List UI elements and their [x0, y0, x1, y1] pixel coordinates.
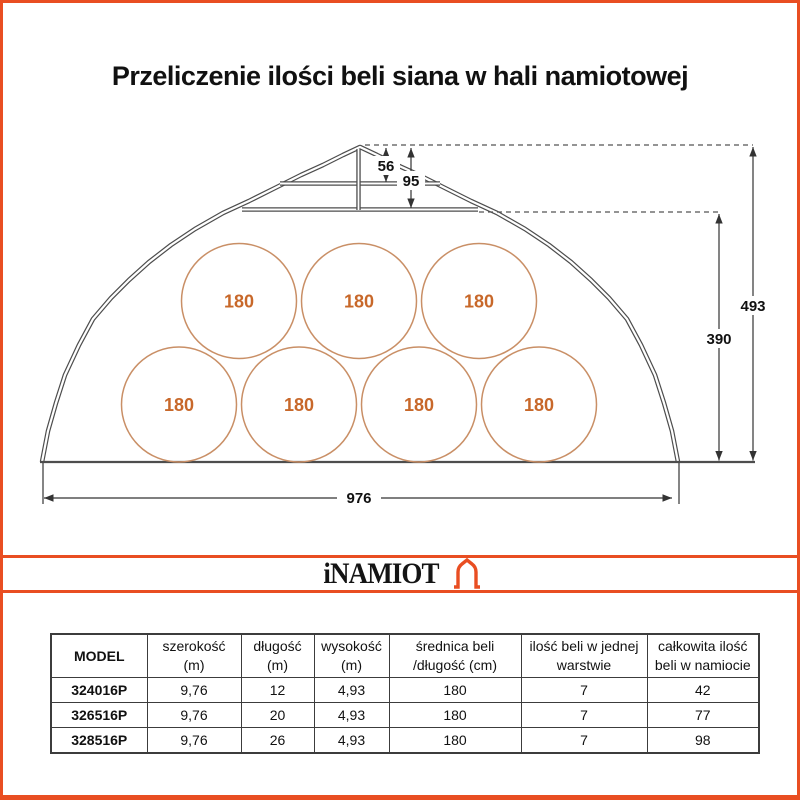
dim-label-390: 390	[706, 331, 731, 348]
dimension-apex-to-purlin2: 95	[397, 148, 425, 208]
bale-diameter-label: 180	[464, 292, 494, 312]
dimension-total-height: 493	[733, 147, 773, 461]
cell-width: 9,76	[146, 702, 242, 728]
header-line: długość	[253, 638, 302, 654]
cell-total-bales: 42	[646, 677, 760, 703]
cell-model: 328516P	[50, 727, 148, 754]
header-line: całkowita ilość	[658, 638, 748, 654]
cell-bale-diameter: 180	[388, 727, 522, 754]
hay-bale: 180	[240, 346, 358, 463]
hay-bale: 180	[420, 242, 538, 360]
bale-diameter-label: 180	[344, 292, 374, 312]
header-line: ilość beli w jednej	[529, 638, 639, 654]
col-header-bale-diameter: średnica beli /długość (cm)	[388, 633, 522, 678]
dim-label-493: 493	[740, 298, 765, 315]
table-row: 328516P 9,76 26 4,93 180 7 98	[50, 727, 760, 754]
header-line: MODEL	[73, 647, 125, 664]
table-header-row: MODEL szerokość (m) długość (m) wysokość…	[50, 633, 760, 678]
table-row: 324016P 9,76 12 4,93 180 7 42	[50, 677, 760, 703]
cell-width: 9,76	[146, 727, 242, 754]
cell-model: 326516P	[50, 702, 148, 728]
header-line: średnica beli	[415, 638, 495, 654]
col-header-length: długość (m)	[240, 633, 315, 678]
col-header-bales-per-layer: ilość beli w jednej warstwie	[520, 633, 648, 678]
bale-diameter-label: 180	[224, 292, 254, 312]
col-header-total-bales: całkowita ilość beli w namiocie	[646, 633, 760, 678]
dim-label-56: 56	[378, 158, 395, 175]
dimension-stack-height: 390	[699, 214, 739, 461]
hay-bale: 180	[120, 346, 238, 463]
dim-label-95: 95	[403, 173, 420, 190]
cell-bale-diameter: 180	[388, 702, 522, 728]
cell-bales-per-layer: 7	[520, 702, 648, 728]
header-line: (m)	[267, 657, 288, 673]
header-line: warstwie	[556, 657, 612, 673]
brand-band: iNAMIOT	[3, 555, 797, 593]
col-header-height: wysokość (m)	[313, 633, 390, 678]
header-line: /długość (cm)	[412, 657, 498, 673]
cell-length: 12	[240, 677, 315, 703]
dimension-total-width: 976	[42, 463, 680, 507]
col-header-width: szerokość (m)	[146, 633, 242, 678]
dimension-apex-to-purlin1: 56	[373, 148, 400, 182]
tent-cross-section-diagram: 180 180 180 180 180 180 180	[39, 144, 773, 507]
cell-width: 9,76	[146, 677, 242, 703]
col-header-model: MODEL	[50, 633, 148, 678]
dim-label-976: 976	[346, 490, 371, 507]
bale-diameter-label: 180	[404, 395, 434, 415]
spec-table: MODEL szerokość (m) długość (m) wysokość…	[50, 633, 760, 754]
tent-arch-outline	[39, 144, 681, 463]
hay-bale: 180	[360, 346, 478, 463]
cell-height: 4,93	[313, 702, 390, 728]
cell-model: 324016P	[50, 677, 148, 703]
page-title: Przeliczenie ilości beli siana w hali na…	[111, 61, 689, 91]
hay-bale: 180	[180, 242, 298, 360]
tent-house-icon	[454, 558, 480, 589]
cell-total-bales: 77	[646, 702, 760, 728]
header-line: szerokość	[162, 638, 226, 654]
cell-bales-per-layer: 7	[520, 677, 648, 703]
cell-length: 20	[240, 702, 315, 728]
table-row: 326516P 9,76 20 4,93 180 7 77	[50, 702, 760, 728]
header-line: beli w namiocie	[654, 657, 751, 673]
brand-name: iNAMIOT	[323, 557, 439, 590]
header-line: (m)	[341, 657, 362, 673]
header-line: (m)	[183, 657, 205, 673]
cell-length: 26	[240, 727, 315, 754]
bale-diameter-label: 180	[524, 395, 554, 415]
hay-bale: 180	[300, 242, 418, 360]
cell-bale-diameter: 180	[388, 677, 522, 703]
cell-height: 4,93	[313, 727, 390, 754]
bale-diameter-label: 180	[164, 395, 194, 415]
cell-height: 4,93	[313, 677, 390, 703]
cell-total-bales: 98	[646, 727, 760, 754]
hay-bale: 180	[480, 346, 598, 463]
cell-bales-per-layer: 7	[520, 727, 648, 754]
bale-diameter-label: 180	[284, 395, 314, 415]
header-line: wysokość	[321, 638, 382, 654]
